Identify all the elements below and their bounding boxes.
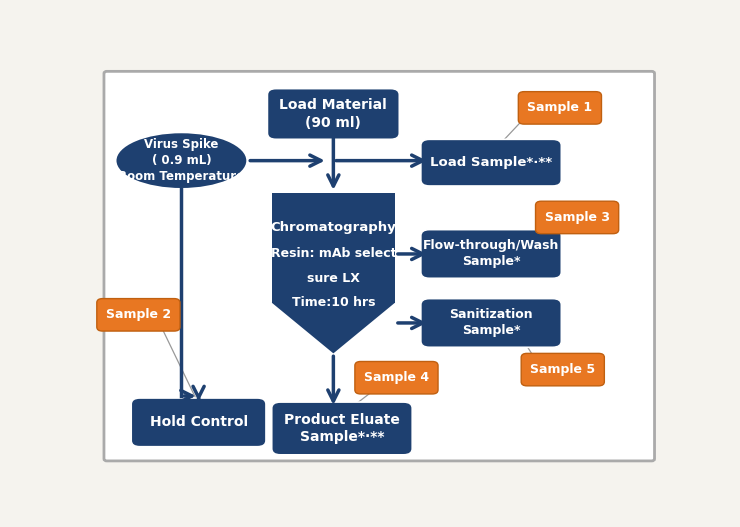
FancyBboxPatch shape (518, 92, 602, 124)
Text: Hold Control: Hold Control (149, 415, 248, 430)
Text: Product Eluate
Sample*·**: Product Eluate Sample*·** (284, 413, 400, 444)
Text: Load Material
(90 ml): Load Material (90 ml) (280, 99, 387, 130)
FancyBboxPatch shape (97, 299, 180, 331)
Text: Chromatography: Chromatography (271, 221, 396, 234)
FancyBboxPatch shape (521, 354, 605, 386)
Text: Resin: mAb select: Resin: mAb select (271, 248, 396, 260)
FancyBboxPatch shape (267, 89, 400, 139)
Text: Virus Spike
( 0.9 mL)
Room Temperature: Virus Spike ( 0.9 mL) Room Temperature (118, 138, 244, 183)
Text: Sample 4: Sample 4 (364, 371, 429, 384)
Text: Sanitization
Sample*: Sanitization Sample* (449, 308, 533, 337)
Text: Sample 3: Sample 3 (545, 211, 610, 224)
FancyBboxPatch shape (272, 402, 412, 455)
FancyBboxPatch shape (421, 139, 562, 186)
FancyBboxPatch shape (104, 71, 655, 461)
Text: Sample 1: Sample 1 (528, 101, 593, 114)
Ellipse shape (115, 132, 247, 189)
FancyBboxPatch shape (536, 201, 619, 233)
FancyBboxPatch shape (421, 230, 562, 278)
Text: Sample 2: Sample 2 (106, 308, 171, 321)
Text: sure LX: sure LX (307, 272, 360, 285)
Text: Time:10 hrs: Time:10 hrs (292, 296, 375, 309)
FancyBboxPatch shape (355, 362, 438, 394)
Text: Flow-through/Wash
Sample*: Flow-through/Wash Sample* (423, 239, 559, 268)
FancyBboxPatch shape (131, 398, 266, 447)
FancyBboxPatch shape (421, 299, 562, 347)
Text: Load Sample*·**: Load Sample*·** (430, 156, 552, 169)
Polygon shape (272, 302, 395, 354)
FancyBboxPatch shape (272, 193, 395, 302)
Text: Sample 5: Sample 5 (530, 363, 596, 376)
